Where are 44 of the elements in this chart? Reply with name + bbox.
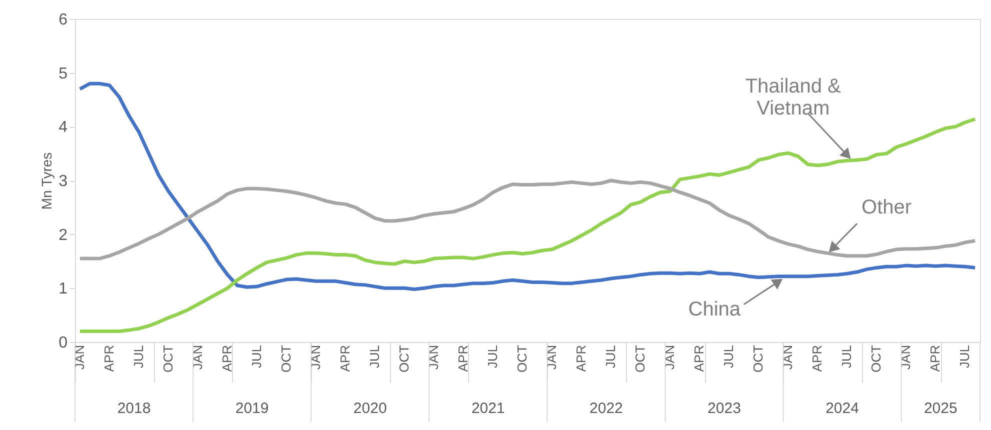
text: 2022: [590, 400, 623, 417]
series-label: Other: [862, 196, 912, 218]
x-tick-label: APR: [692, 345, 707, 372]
x-tick-label: APR: [456, 345, 471, 372]
x-tick-label: OCT: [750, 344, 766, 372]
x-tick-label: OCT: [396, 344, 412, 372]
y-tick-label: 2: [58, 226, 68, 244]
y-tick-label: 4: [58, 119, 68, 136]
x-tick-label: JUL: [367, 345, 382, 368]
x-tick-label: JUL: [957, 345, 972, 368]
x-tick-label: APR: [101, 345, 116, 372]
text: 2024: [826, 400, 859, 417]
series-label: China: [688, 298, 742, 321]
x-tick-label: JUL: [721, 345, 736, 368]
y-tick-label: 5: [58, 65, 68, 82]
x-tick-label: APR: [219, 345, 234, 372]
x-tick-label: OCT: [868, 344, 884, 372]
x-tick-label: JUL: [603, 345, 618, 368]
x-tick-label: APR: [928, 345, 943, 372]
x-tick-label: OCT: [278, 344, 294, 372]
y-axis-title: Mn Tyres: [38, 152, 55, 210]
x-tick-label: JUL: [485, 345, 500, 368]
x-tick-label: JUL: [248, 345, 264, 368]
y-tick-label: 0: [58, 334, 68, 352]
text: Thailand & Vietnam: [745, 75, 842, 120]
text: 2018: [117, 400, 151, 417]
text: 2023: [708, 400, 741, 417]
text: 2021: [471, 400, 505, 417]
x-tick-label: OCT: [632, 344, 648, 372]
x-tick-label: OCT: [160, 344, 176, 372]
text: 2020: [353, 400, 387, 417]
x-tick-label: APR: [810, 345, 825, 372]
x-tick-label: OCT: [514, 344, 530, 372]
line-series: [78, 117, 977, 333]
text: 2025: [924, 400, 958, 417]
y-tick-label: 1: [58, 280, 68, 298]
y-tick-label: 3: [58, 173, 68, 190]
x-tick-label: APR: [574, 345, 589, 372]
line-series: [78, 178, 977, 260]
x-tick-label: JUL: [839, 345, 854, 368]
y-tick-label: 6: [58, 12, 68, 28]
x-tick-label: APR: [338, 345, 353, 372]
text: 2019: [235, 400, 269, 417]
x-tick-label: JUL: [130, 345, 146, 368]
